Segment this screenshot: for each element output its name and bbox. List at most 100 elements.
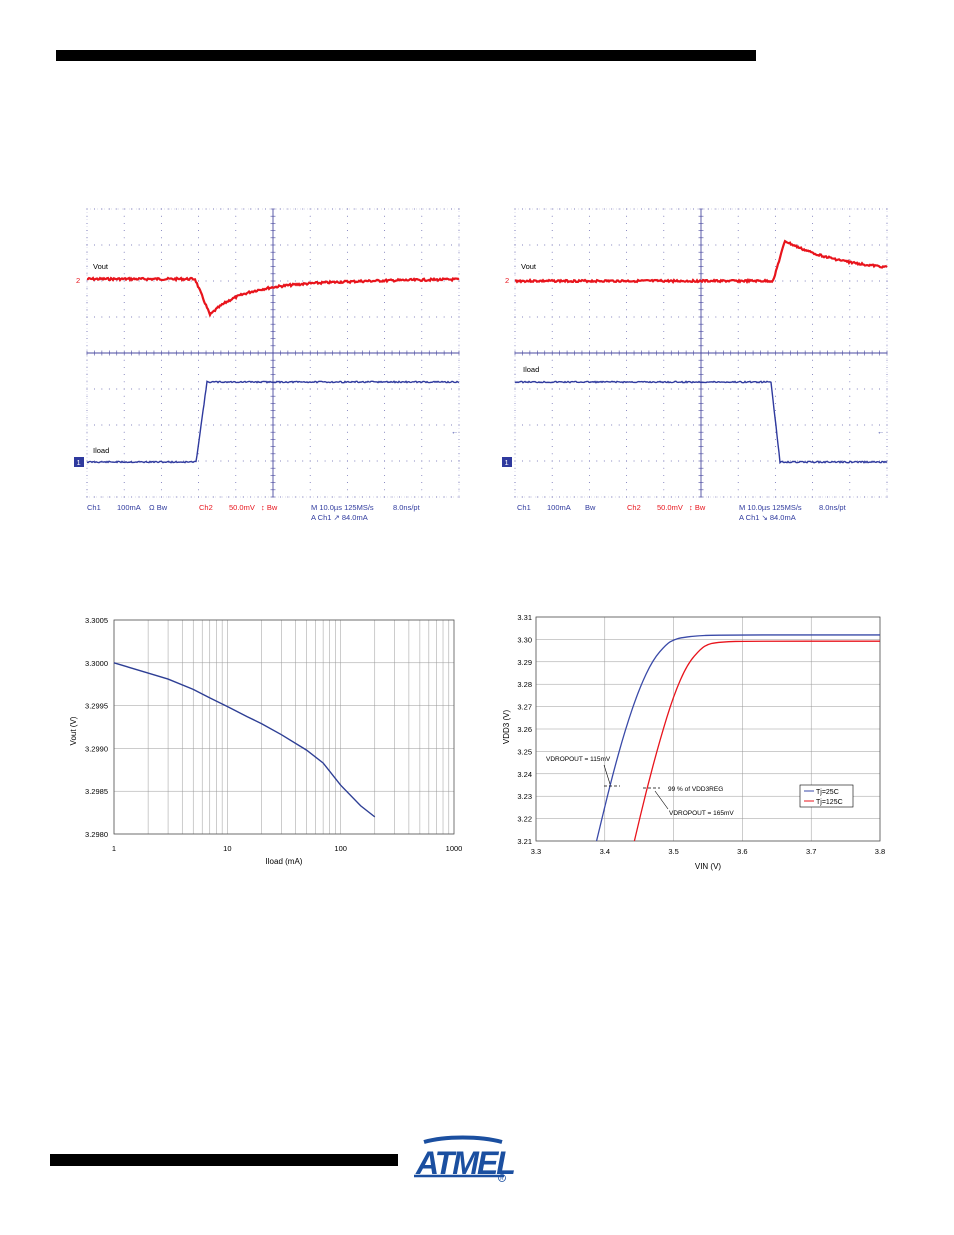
- grid-dot: [514, 330, 516, 332]
- grid-dot: [514, 489, 516, 491]
- grid-dot: [856, 280, 858, 282]
- grid-dot: [108, 244, 110, 246]
- grid-dot: [655, 244, 657, 246]
- grid-dot: [774, 237, 776, 239]
- grid-dot: [458, 395, 460, 397]
- grid-dot: [123, 453, 125, 455]
- grid-dot: [346, 208, 348, 210]
- grid-dot: [458, 273, 460, 275]
- grid-dot: [205, 280, 207, 282]
- grid-dot: [663, 402, 665, 404]
- grid-dot: [131, 316, 133, 318]
- grid-dot: [309, 431, 311, 433]
- grid-dot: [198, 431, 200, 433]
- grid-dot: [626, 215, 628, 217]
- grid-dot: [138, 208, 140, 210]
- grid-dot: [588, 230, 590, 232]
- grid-dot: [514, 244, 516, 246]
- grid-dot: [663, 496, 665, 498]
- grid-dot: [626, 330, 628, 332]
- grid-dot: [752, 460, 754, 462]
- grid-dot: [153, 460, 155, 462]
- grid-dot: [670, 316, 672, 318]
- grid-dot: [287, 424, 289, 426]
- grid-dot: [886, 222, 888, 224]
- chart-grid: [535, 616, 881, 842]
- grid-dot: [551, 258, 553, 260]
- grid-dot: [339, 496, 341, 498]
- grid-dot: [421, 496, 423, 498]
- grid-dot: [227, 316, 229, 318]
- grid-dot: [812, 323, 814, 325]
- grid-dot: [421, 374, 423, 376]
- grid-dot: [774, 208, 776, 210]
- grid-dot: [309, 280, 311, 282]
- grid-dot: [421, 309, 423, 311]
- grid-dot: [648, 316, 650, 318]
- oscilloscope-capture-load-step-up: Vout Iload 2 1 ← Ch1 100mA Ω Bw Ch2 50.0…: [74, 208, 460, 522]
- grid-dot: [797, 460, 799, 462]
- grid-dot: [123, 273, 125, 275]
- grid-dot: [160, 302, 162, 304]
- grid-dot: [235, 438, 237, 440]
- grid-dot: [146, 424, 147, 426]
- grid-dot: [588, 446, 590, 448]
- svg-text:Ch1: Ch1: [517, 503, 531, 512]
- grid-dot: [812, 417, 814, 419]
- grid-dot: [86, 244, 88, 246]
- grid-dot: [767, 496, 769, 498]
- grid-dot: [655, 208, 657, 210]
- grid-dot: [812, 215, 814, 217]
- grid-dot: [458, 496, 460, 498]
- grid-dot: [205, 316, 207, 318]
- grid-dot: [774, 388, 776, 390]
- grid-dot: [86, 251, 88, 253]
- grid-dot: [834, 244, 836, 246]
- y-axis-label: Vout (V): [69, 716, 78, 745]
- grid-dot: [160, 402, 162, 404]
- grid-dot: [93, 316, 95, 318]
- grid-dot: [521, 424, 523, 426]
- grid-dot: [421, 431, 423, 433]
- grid-dot: [737, 366, 739, 368]
- grid-dot: [369, 316, 371, 318]
- grid-dot: [536, 460, 538, 462]
- grid-dot: [346, 230, 348, 232]
- grid-dot: [551, 424, 553, 426]
- grid-dot: [551, 316, 553, 318]
- grid-dot: [588, 460, 590, 462]
- grid-dot: [346, 453, 348, 455]
- x-axis-label: VIN (V): [695, 862, 722, 871]
- grid-dot: [227, 280, 229, 282]
- grid-dot: [596, 388, 598, 390]
- svg-text:Ch1: Ch1: [87, 503, 101, 512]
- grid-dot: [413, 316, 415, 318]
- grid-dot: [596, 316, 598, 318]
- grid-dot: [626, 366, 628, 368]
- grid-dot: [611, 388, 613, 390]
- grid-dot: [443, 316, 445, 318]
- grid-dot: [309, 251, 311, 253]
- grid-dot: [436, 208, 438, 210]
- grid-dot: [309, 438, 311, 440]
- grid-dot: [626, 431, 628, 433]
- grid-dot: [175, 244, 177, 246]
- grid-dot: [309, 222, 311, 224]
- grid-dot: [302, 208, 304, 210]
- grid-dot: [663, 266, 665, 268]
- grid-dot: [551, 230, 553, 232]
- grid-dot: [101, 244, 103, 246]
- y-tick-label: 3.27: [517, 703, 532, 712]
- grid-dot: [536, 424, 538, 426]
- grid-dot: [317, 460, 319, 462]
- grid-dot: [551, 482, 553, 484]
- grid-dot: [443, 424, 445, 426]
- grid-dot: [864, 496, 866, 498]
- grid-dot: [559, 424, 561, 426]
- grid-dot: [384, 482, 386, 484]
- grid-dot: [302, 244, 304, 246]
- grid-dot: [849, 424, 851, 426]
- grid-dot: [521, 460, 523, 462]
- grid-dot: [123, 215, 125, 217]
- grid-dot: [856, 388, 858, 390]
